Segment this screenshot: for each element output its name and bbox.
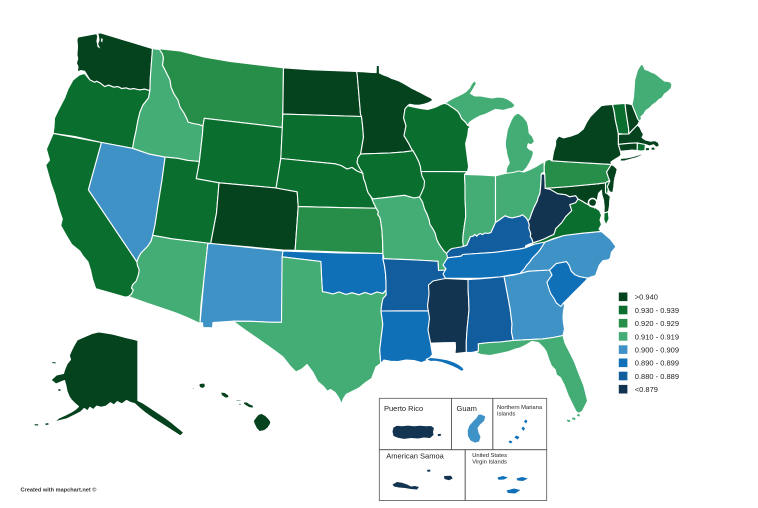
svg-text:0.920 - 0.929: 0.920 - 0.929 <box>635 319 679 328</box>
svg-text:<0.879: <0.879 <box>635 385 658 394</box>
svg-text:Northern Mariana: Northern Mariana <box>497 405 543 411</box>
svg-text:0.890 - 0.899: 0.890 - 0.899 <box>635 359 679 368</box>
svg-text:American Samoa: American Samoa <box>386 452 444 461</box>
svg-text:>0.940: >0.940 <box>635 293 658 302</box>
svg-text:Puerto Rico: Puerto Rico <box>384 404 423 413</box>
svg-text:0.930 - 0.939: 0.930 - 0.939 <box>635 306 679 315</box>
svg-text:Virgin Islands: Virgin Islands <box>472 460 507 466</box>
svg-text:0.900 - 0.909: 0.900 - 0.909 <box>635 346 679 355</box>
svg-text:Guam: Guam <box>457 404 477 413</box>
svg-text:0.910 - 0.919: 0.910 - 0.919 <box>635 332 679 341</box>
svg-text:United States: United States <box>472 453 507 459</box>
svg-text:Created with mapchart.net ©: Created with mapchart.net © <box>21 487 98 494</box>
svg-text:Islands: Islands <box>497 412 515 418</box>
svg-text:0.880 - 0.889: 0.880 - 0.889 <box>635 372 679 381</box>
